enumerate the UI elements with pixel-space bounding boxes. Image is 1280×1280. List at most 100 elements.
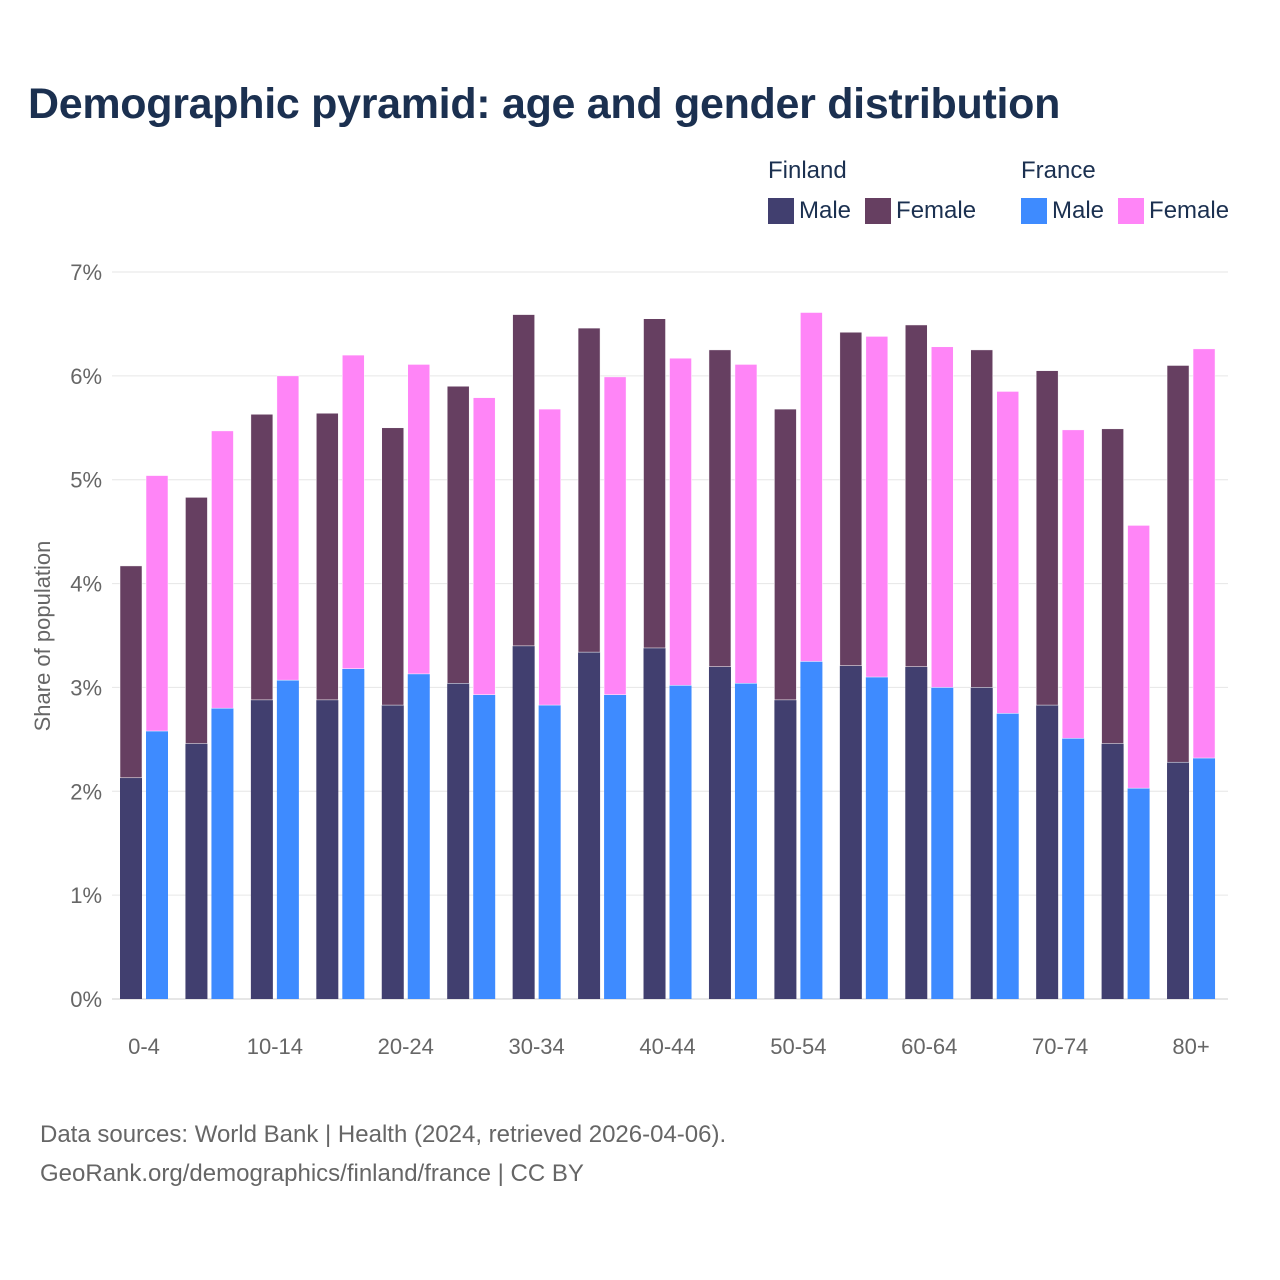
- legend-label: Male: [1052, 197, 1105, 224]
- bar-france-female: [800, 312, 823, 662]
- bar-france-male: [931, 687, 954, 999]
- bar-france-male: [1062, 738, 1085, 999]
- y-tick-label: 0%: [70, 987, 102, 1012]
- y-tick-label: 2%: [70, 779, 102, 804]
- bar-finland-female: [1035, 370, 1059, 706]
- bar-finland-male: [1101, 743, 1124, 999]
- legend-swatch: [1118, 198, 1145, 224]
- bar-finland-male: [774, 699, 797, 999]
- bar-france-female: [669, 357, 692, 686]
- bar-finland-female: [446, 385, 470, 684]
- bar-france-female: [1192, 348, 1216, 759]
- y-tick-label: 4%: [70, 572, 102, 597]
- x-tick-label: 10-14: [247, 1034, 303, 1059]
- source-line-2: GeoRank.org/demographics/finland/france …: [40, 1160, 584, 1187]
- bar-finland-male: [839, 665, 862, 999]
- x-tick-label: 40-44: [639, 1034, 695, 1059]
- bar-france-female: [931, 346, 954, 688]
- bar-finland-male: [185, 743, 208, 999]
- bar-finland-female: [708, 349, 732, 667]
- bar-france-male: [865, 677, 888, 999]
- bar-france-male: [604, 694, 627, 999]
- bar-france-male: [407, 673, 430, 999]
- bar-finland-male: [381, 705, 404, 999]
- bar-france-female: [734, 364, 758, 684]
- legend-france-male[interactable]: Male: [1021, 197, 1104, 225]
- x-tick-label: 70-74: [1032, 1034, 1088, 1059]
- legend-finland-male[interactable]: Male: [768, 197, 851, 225]
- y-tick-label: 3%: [70, 675, 102, 700]
- bar-france-female: [865, 336, 889, 678]
- bar-france-male: [800, 661, 823, 999]
- source-note: Data sources: World Bank | Health (2024,…: [40, 1115, 726, 1193]
- bar-france-male: [1193, 758, 1216, 999]
- legend-finland-female[interactable]: Female: [865, 197, 976, 225]
- bar-finland-female: [905, 324, 928, 667]
- bar-finland-female: [577, 327, 601, 653]
- x-tick-label: 30-34: [508, 1034, 564, 1059]
- legend-swatch: [1021, 198, 1047, 224]
- bar-finland-female: [512, 314, 535, 647]
- bar-finland-male: [578, 652, 601, 999]
- chart-title: Demographic pyramid: age and gender dist…: [28, 80, 1061, 128]
- x-tick-label: 50-54: [770, 1034, 826, 1059]
- legend-france: France Male Female: [1021, 157, 1229, 225]
- bar-france-male: [734, 683, 757, 999]
- bar-france-male: [276, 680, 299, 999]
- bar-france-female: [996, 391, 1019, 714]
- bar-finland-male: [905, 666, 928, 999]
- legend-finland: Finland Male Female: [768, 157, 976, 225]
- legend-label: Male: [799, 197, 852, 224]
- bar-finland-female: [119, 565, 143, 779]
- source-line-1: Data sources: World Bank | Health (2024,…: [40, 1121, 727, 1148]
- y-axis-label: Share of population: [30, 541, 55, 732]
- y-tick-label: 5%: [70, 468, 102, 493]
- bar-finland-male: [970, 687, 993, 999]
- bar-france-female: [1061, 429, 1085, 739]
- bar-finland-female: [643, 318, 666, 649]
- bar-france-male: [669, 685, 692, 999]
- bar-france-male: [473, 694, 496, 999]
- x-tick-label: 80+: [1172, 1034, 1209, 1059]
- legend-france-female[interactable]: Female: [1118, 197, 1229, 225]
- x-tick-label: 0-4: [128, 1034, 160, 1059]
- bar-finland-male: [316, 699, 339, 999]
- bar-finland-female: [774, 408, 797, 701]
- bar-france-male: [146, 731, 168, 999]
- legend-country-label: Finland: [768, 157, 847, 184]
- bar-finland-female: [250, 414, 274, 701]
- bar-france-male: [996, 713, 1019, 999]
- bar-france-male: [538, 705, 561, 999]
- bar-finland-male: [1167, 762, 1190, 999]
- bar-finland-female: [839, 331, 863, 666]
- bar-finland-female: [185, 497, 208, 744]
- bar-finland-male: [1036, 705, 1059, 999]
- legend-swatch: [865, 198, 892, 224]
- bar-finland-female: [1166, 365, 1190, 763]
- y-tick-label: 6%: [70, 364, 102, 389]
- bar-france-female: [603, 376, 627, 695]
- bar-finland-female: [316, 412, 339, 701]
- bar-finland-female: [1101, 428, 1124, 744]
- bar-finland-female: [381, 427, 405, 706]
- legend-label: Female: [896, 197, 977, 224]
- bar-france-female: [472, 397, 496, 695]
- bar-france-female: [342, 354, 365, 669]
- y-tick-label: 7%: [70, 260, 102, 285]
- bar-france-female: [211, 430, 234, 709]
- bar-france-female: [145, 475, 169, 732]
- bar-finland-female: [970, 349, 993, 688]
- legend-swatch: [768, 198, 794, 224]
- bar-finland-male: [643, 647, 666, 999]
- bar-finland-male: [250, 699, 273, 999]
- bar-finland-male: [447, 683, 470, 999]
- bar-france-female: [407, 364, 431, 675]
- bar-finland-male: [708, 666, 731, 999]
- y-tick-label: 1%: [70, 883, 102, 908]
- bar-finland-male: [120, 777, 142, 999]
- x-tick-label: 60-64: [901, 1034, 957, 1059]
- x-tick-label: 20-24: [378, 1034, 434, 1059]
- bar-france-female: [276, 375, 300, 681]
- bar-france-male: [211, 708, 234, 999]
